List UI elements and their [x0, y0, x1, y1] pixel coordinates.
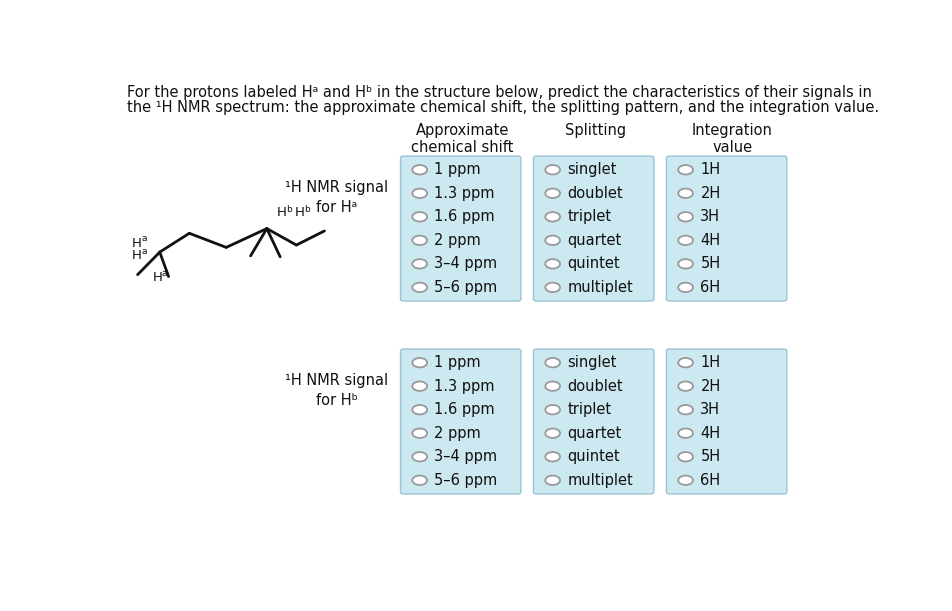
- Text: singlet: singlet: [566, 355, 616, 370]
- Circle shape: [678, 259, 692, 269]
- Circle shape: [678, 212, 692, 222]
- Text: triplet: triplet: [566, 402, 611, 417]
- Circle shape: [545, 212, 560, 222]
- Text: 1.3 ppm: 1.3 ppm: [434, 379, 494, 393]
- Text: multiplet: multiplet: [566, 280, 632, 295]
- Text: For the protons labeled Hᵃ and Hᵇ in the structure below, predict the characteri: For the protons labeled Hᵃ and Hᵇ in the…: [127, 85, 870, 100]
- Circle shape: [545, 475, 560, 485]
- Text: Approximate
chemical shift: Approximate chemical shift: [411, 123, 513, 155]
- Circle shape: [412, 165, 426, 175]
- Text: 1.6 ppm: 1.6 ppm: [434, 402, 495, 417]
- Circle shape: [412, 189, 426, 198]
- Circle shape: [412, 452, 426, 461]
- Circle shape: [545, 358, 560, 367]
- Circle shape: [678, 428, 692, 438]
- Text: 1 ppm: 1 ppm: [434, 355, 481, 370]
- Circle shape: [678, 283, 692, 292]
- Circle shape: [545, 165, 560, 175]
- Circle shape: [412, 259, 426, 269]
- Text: for Hᵇ: for Hᵇ: [316, 393, 358, 408]
- Circle shape: [678, 358, 692, 367]
- Circle shape: [412, 475, 426, 485]
- Text: 1 ppm: 1 ppm: [434, 163, 481, 177]
- Text: 3H: 3H: [700, 210, 720, 224]
- Text: 1.6 ppm: 1.6 ppm: [434, 210, 495, 224]
- FancyBboxPatch shape: [400, 349, 521, 494]
- Text: 1H: 1H: [700, 163, 720, 177]
- Circle shape: [678, 236, 692, 245]
- Text: a: a: [141, 235, 147, 243]
- Text: 2H: 2H: [700, 379, 720, 393]
- Text: quintet: quintet: [566, 257, 620, 271]
- Circle shape: [678, 452, 692, 461]
- Text: multiplet: multiplet: [566, 473, 632, 488]
- Text: Integration
value: Integration value: [691, 123, 772, 155]
- Circle shape: [678, 405, 692, 414]
- Circle shape: [678, 381, 692, 391]
- FancyBboxPatch shape: [665, 156, 786, 301]
- Text: quartet: quartet: [566, 426, 621, 441]
- Circle shape: [412, 212, 426, 222]
- Circle shape: [678, 165, 692, 175]
- Text: 2 ppm: 2 ppm: [434, 233, 481, 248]
- Text: 4H: 4H: [700, 233, 720, 248]
- Circle shape: [678, 189, 692, 198]
- Text: 4H: 4H: [700, 426, 720, 441]
- Circle shape: [545, 259, 560, 269]
- Circle shape: [412, 283, 426, 292]
- Text: ¹H NMR signal: ¹H NMR signal: [286, 180, 388, 195]
- Text: b: b: [286, 205, 291, 214]
- Text: 5H: 5H: [700, 449, 720, 464]
- Circle shape: [545, 236, 560, 245]
- Text: H: H: [294, 206, 305, 219]
- Text: H: H: [152, 271, 162, 285]
- Circle shape: [678, 475, 692, 485]
- Text: 5–6 ppm: 5–6 ppm: [434, 280, 497, 295]
- Text: triplet: triplet: [566, 210, 611, 224]
- Text: 1H: 1H: [700, 355, 720, 370]
- Circle shape: [412, 358, 426, 367]
- Circle shape: [545, 452, 560, 461]
- Text: 3–4 ppm: 3–4 ppm: [434, 449, 497, 464]
- Circle shape: [545, 428, 560, 438]
- Text: for Hᵃ: for Hᵃ: [316, 200, 357, 215]
- Text: 3H: 3H: [700, 402, 720, 417]
- Circle shape: [545, 381, 560, 391]
- FancyBboxPatch shape: [665, 349, 786, 494]
- Text: 6H: 6H: [700, 473, 720, 488]
- Text: 3–4 ppm: 3–4 ppm: [434, 257, 497, 271]
- Text: ¹H NMR signal: ¹H NMR signal: [286, 373, 388, 387]
- Circle shape: [545, 189, 560, 198]
- Text: 2H: 2H: [700, 186, 720, 201]
- Circle shape: [412, 381, 426, 391]
- Text: 5H: 5H: [700, 257, 720, 271]
- Text: Splitting: Splitting: [565, 123, 625, 137]
- Text: H: H: [131, 237, 142, 250]
- Text: singlet: singlet: [566, 163, 616, 177]
- FancyBboxPatch shape: [533, 156, 653, 301]
- Text: 1.3 ppm: 1.3 ppm: [434, 186, 494, 201]
- FancyBboxPatch shape: [533, 349, 653, 494]
- Circle shape: [412, 405, 426, 414]
- Circle shape: [412, 428, 426, 438]
- Text: 5–6 ppm: 5–6 ppm: [434, 473, 497, 488]
- Text: a: a: [141, 247, 147, 255]
- Text: a: a: [162, 269, 168, 278]
- Text: quintet: quintet: [566, 449, 620, 464]
- Text: doublet: doublet: [566, 186, 623, 201]
- Text: b: b: [305, 205, 310, 214]
- Text: doublet: doublet: [566, 379, 623, 393]
- Circle shape: [412, 236, 426, 245]
- Text: quartet: quartet: [566, 233, 621, 248]
- Text: 2 ppm: 2 ppm: [434, 426, 481, 441]
- Text: 6H: 6H: [700, 280, 720, 295]
- Circle shape: [545, 405, 560, 414]
- Text: H: H: [131, 249, 142, 262]
- Text: the ¹H NMR spectrum: the approximate chemical shift, the splitting pattern, and : the ¹H NMR spectrum: the approximate che…: [127, 100, 878, 115]
- FancyBboxPatch shape: [400, 156, 521, 301]
- Circle shape: [545, 283, 560, 292]
- Text: H: H: [276, 206, 286, 219]
